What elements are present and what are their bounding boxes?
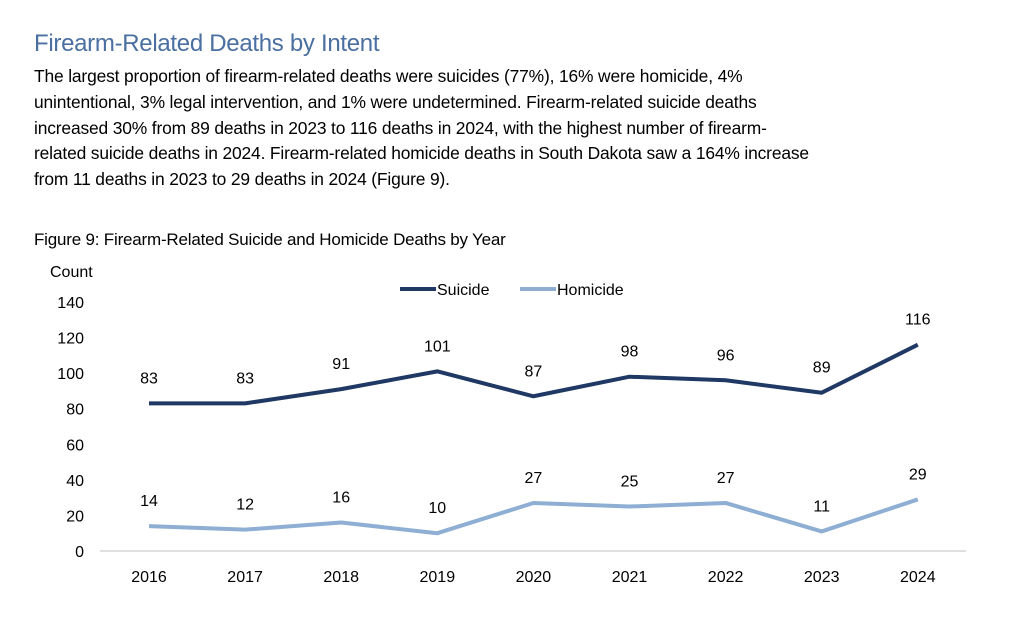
data-label: 12	[236, 497, 254, 514]
data-label: 16	[332, 490, 350, 507]
x-tick-label: 2021	[612, 569, 648, 586]
data-label: 27	[525, 470, 543, 487]
series-line-suicide	[149, 342, 919, 406]
x-tick-label: 2020	[516, 569, 552, 586]
paragraph-line: unintentional, 3% legal intervention, an…	[34, 91, 757, 112]
data-label: 27	[717, 470, 735, 487]
data-label: 10	[428, 500, 446, 517]
y-tick-label: 60	[66, 437, 84, 454]
x-tick-label: 2024	[900, 569, 936, 586]
y-tick-label: 120	[57, 331, 84, 348]
data-label: 29	[909, 466, 927, 483]
y-tick-label: 140	[57, 295, 84, 312]
data-label: 25	[621, 474, 639, 491]
y-axis-label: Count	[50, 264, 93, 281]
data-label: 83	[236, 370, 254, 387]
data-label: 11	[813, 498, 830, 515]
data-label: 89	[813, 360, 831, 377]
x-tick-label: 2022	[708, 569, 744, 586]
data-label: 83	[140, 370, 158, 387]
x-tick-label: 2023	[804, 569, 840, 586]
data-label: 14	[140, 493, 158, 510]
y-tick-label: 20	[66, 508, 84, 525]
data-label: 101	[424, 338, 451, 355]
paragraph-line: related suicide deaths in 2024. Firearm-…	[34, 143, 809, 164]
legend-label: Suicide	[437, 282, 490, 299]
paragraph-line: from 11 deaths in 2023 to 29 deaths in 2…	[34, 169, 450, 190]
data-label: 98	[621, 344, 639, 361]
figure-caption: Figure 9: Firearm-Related Suicide and Ho…	[34, 230, 506, 249]
data-label: 116	[905, 312, 931, 329]
y-tick-label: 40	[66, 473, 84, 490]
x-tick-label: 2016	[131, 569, 167, 586]
data-label: 96	[717, 347, 735, 364]
paragraph-line: increased 30% from 89 deaths in 2023 to …	[34, 117, 767, 138]
series-line-homicide	[148, 497, 919, 536]
x-tick-label: 2018	[323, 569, 359, 586]
y-tick-label: 100	[57, 366, 84, 383]
legend-label: Homicide	[557, 282, 624, 299]
y-tick-label: 0	[75, 544, 84, 561]
y-tick-label: 80	[66, 402, 84, 419]
body-paragraph: The largest proportion of firearm-relate…	[34, 64, 809, 193]
legend: Suicide Homicide	[400, 282, 624, 299]
data-label: 91	[332, 356, 350, 373]
x-tick-label: 2019	[420, 569, 456, 586]
x-tick-label: 2017	[227, 569, 263, 586]
section-heading: Firearm-Related Deaths by Intent	[34, 30, 380, 57]
paragraph-line: The largest proportion of firearm-relate…	[34, 66, 743, 86]
data-label: 87	[525, 363, 543, 380]
